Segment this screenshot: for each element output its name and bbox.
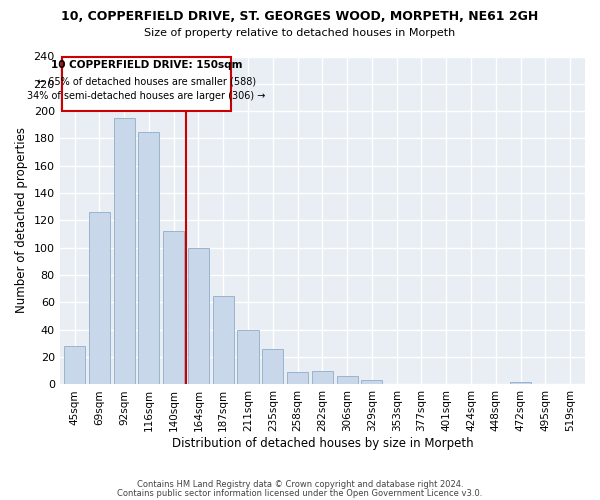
Bar [113,118,134,384]
Text: Contains public sector information licensed under the Open Government Licence v3: Contains public sector information licen… [118,488,482,498]
Text: 10, COPPERFIELD DRIVE, ST. GEORGES WOOD, MORPETH, NE61 2GH: 10, COPPERFIELD DRIVE, ST. GEORGES WOOD,… [61,10,539,23]
Bar [262,349,283,384]
Text: 10 COPPERFIELD DRIVE: 150sqm: 10 COPPERFIELD DRIVE: 150sqm [50,60,242,70]
Bar [510,382,531,384]
Text: Contains HM Land Registry data © Crown copyright and database right 2024.: Contains HM Land Registry data © Crown c… [137,480,463,489]
Bar [212,296,234,384]
Y-axis label: Number of detached properties: Number of detached properties [15,128,28,314]
Bar [312,371,333,384]
Text: ← 65% of detached houses are smaller (588): ← 65% of detached houses are smaller (58… [37,76,256,86]
Bar [64,346,85,385]
Bar [163,232,184,384]
FancyBboxPatch shape [62,56,230,111]
Text: 34% of semi-detached houses are larger (306) →: 34% of semi-detached houses are larger (… [27,91,266,101]
Bar [361,380,382,384]
Bar [89,212,110,384]
Bar [238,330,259,384]
X-axis label: Distribution of detached houses by size in Morpeth: Distribution of detached houses by size … [172,437,473,450]
Bar [139,132,160,384]
Bar [287,372,308,384]
Text: Size of property relative to detached houses in Morpeth: Size of property relative to detached ho… [145,28,455,38]
Bar [188,248,209,384]
Bar [337,376,358,384]
